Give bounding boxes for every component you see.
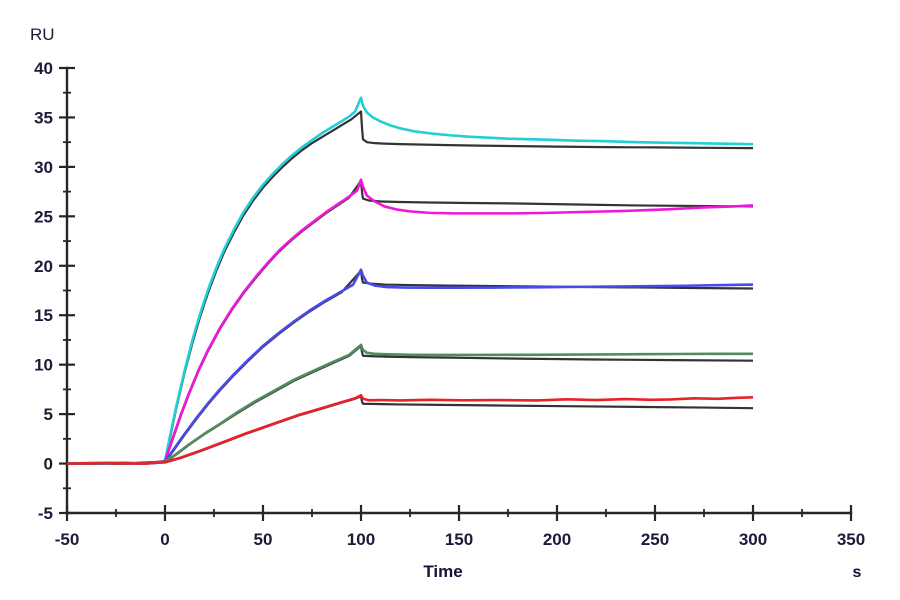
y-tick-label: 35 [34, 108, 53, 127]
data-curve [66, 268, 754, 465]
fit-curve [67, 179, 754, 465]
x-tick-label: 200 [543, 530, 571, 549]
y-tick-label: 0 [44, 455, 53, 474]
y-tick-label: 15 [34, 306, 53, 325]
curve-series-group [66, 96, 754, 465]
y-axis: -5 0 5 10 15 20 25 30 35 40 [34, 59, 75, 523]
y-tick-label: 5 [44, 405, 53, 424]
y-tick-label: 30 [34, 158, 53, 177]
x-tick-label: 50 [254, 530, 273, 549]
x-axis-title: Time [423, 562, 462, 581]
x-axis: -50 0 50 100 150 200 250 300 350 [55, 505, 865, 549]
x-tick-label: 150 [445, 530, 473, 549]
x-tick-label: 350 [837, 530, 865, 549]
data-curve [66, 394, 754, 465]
x-tick-label: 300 [739, 530, 767, 549]
y-tick-label: -5 [38, 504, 53, 523]
y-axis-unit-label: RU [30, 25, 55, 44]
y-tick-label: 20 [34, 257, 53, 276]
y-tick-label: 10 [34, 356, 53, 375]
x-tick-label: -50 [55, 530, 80, 549]
data-curve [66, 343, 753, 465]
data-curve [66, 96, 754, 465]
data-curve [66, 178, 754, 465]
y-tick-label: 40 [34, 59, 53, 78]
x-tick-label: 250 [641, 530, 669, 549]
x-axis-unit-label: s [853, 564, 862, 581]
x-tick-label: 0 [160, 530, 169, 549]
y-tick-label: 25 [34, 207, 53, 226]
x-tick-label: 100 [347, 530, 375, 549]
